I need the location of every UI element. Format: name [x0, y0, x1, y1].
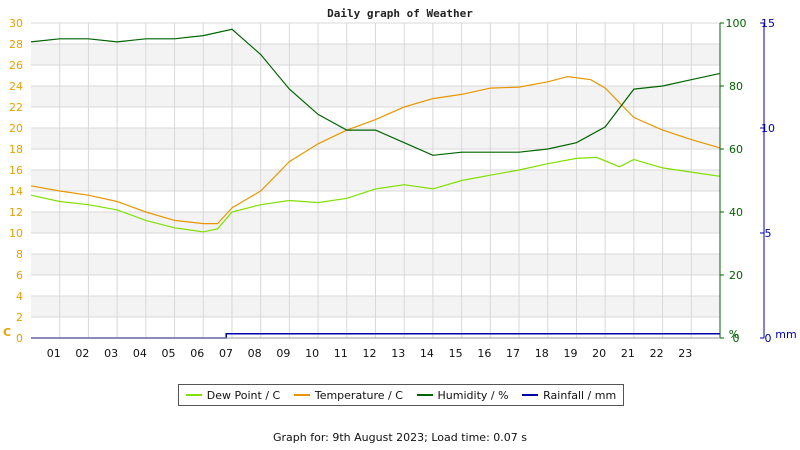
- x-tick-label: 20: [592, 347, 606, 360]
- left-tick-label: 6: [16, 269, 23, 282]
- left-tick-label: 14: [9, 185, 23, 198]
- left-tick-label: 22: [9, 101, 23, 114]
- humidity-tick-label: 20: [729, 269, 743, 282]
- x-tick-label: 03: [104, 347, 118, 360]
- left-tick-label: 4: [16, 290, 23, 303]
- legend-item: Dew Point / C: [185, 388, 281, 402]
- x-tick-label: 16: [477, 347, 491, 360]
- x-tick-label: 21: [621, 347, 635, 360]
- left-tick-label: 2: [16, 311, 23, 324]
- legend-label: Humidity / %: [437, 388, 509, 402]
- x-tick-label: 08: [248, 347, 262, 360]
- legend-label: Dew Point / C: [206, 388, 281, 402]
- left-axis-unit: C: [3, 326, 11, 339]
- left-tick-label: 28: [9, 38, 23, 51]
- legend-label: Temperature / C: [314, 388, 403, 402]
- left-tick-label: 20: [9, 122, 23, 135]
- humidity-tick-label: 0: [733, 332, 740, 345]
- x-tick-label: 02: [75, 347, 89, 360]
- legend: Dew Point / C Temperature / C Humidity / %…: [178, 384, 624, 406]
- series-line-3: [30, 28, 721, 156]
- left-tick-label: 30: [9, 17, 23, 30]
- left-tick-label: 18: [9, 143, 23, 156]
- legend-item: Rainfall / mm: [522, 389, 616, 402]
- x-tick-label: 01: [47, 347, 61, 360]
- x-tick-label: 22: [650, 347, 664, 360]
- x-tick-label: 05: [162, 347, 176, 360]
- x-tick-label: 10: [305, 347, 319, 360]
- x-tick-label: 07: [219, 347, 233, 360]
- legend-item: Temperature / C: [293, 388, 403, 402]
- x-tick-label: 06: [190, 347, 204, 360]
- humidity-axis-unit: %: [729, 328, 739, 341]
- legend-label: Rainfall / mm: [543, 388, 617, 402]
- legend-swatch: [522, 394, 539, 396]
- rain-tick-label: 5: [765, 227, 772, 240]
- rain-tick-label: 0: [765, 332, 772, 345]
- x-tick-label: 14: [420, 347, 434, 360]
- humidity-tick-label: 80: [729, 80, 743, 93]
- x-tick-label: 04: [133, 347, 147, 360]
- left-tick-label: 26: [9, 59, 23, 72]
- x-tick-label: 11: [334, 347, 348, 360]
- series-line-1: [30, 156, 721, 233]
- legend-swatch: [416, 394, 433, 396]
- rain-tick-label: 15: [761, 17, 775, 30]
- x-tick-label: 13: [391, 347, 405, 360]
- rain-tick-label: 10: [761, 122, 775, 135]
- x-tick-label: 19: [563, 347, 577, 360]
- left-tick-label: 12: [9, 206, 23, 219]
- left-tick-label: 24: [9, 80, 23, 93]
- x-tick-label: 12: [363, 347, 377, 360]
- series-line-2: [30, 75, 721, 225]
- humidity-tick-label: 100: [726, 17, 747, 30]
- humidity-tick-label: 40: [729, 206, 743, 219]
- legend-swatch: [293, 394, 310, 396]
- x-tick-label: 09: [276, 347, 290, 360]
- left-tick-label: 10: [9, 227, 23, 240]
- legend-item: Humidity / %: [416, 388, 509, 402]
- rain-axis-unit: mm: [775, 328, 796, 341]
- x-tick-label: 15: [449, 347, 463, 360]
- chart-title: Daily graph of Weather: [327, 7, 473, 20]
- x-tick-label: 17: [506, 347, 520, 360]
- legend-swatch: [185, 394, 202, 396]
- x-tick-label: 18: [535, 347, 549, 360]
- left-tick-label: 0: [16, 332, 23, 345]
- left-tick-label: 8: [16, 248, 23, 261]
- footer-status: Graph for: 9th August 2023; Load time: 0…: [273, 431, 527, 444]
- humidity-tick-label: 60: [729, 143, 743, 156]
- x-tick-label: 23: [678, 347, 692, 360]
- left-tick-label: 16: [9, 164, 23, 177]
